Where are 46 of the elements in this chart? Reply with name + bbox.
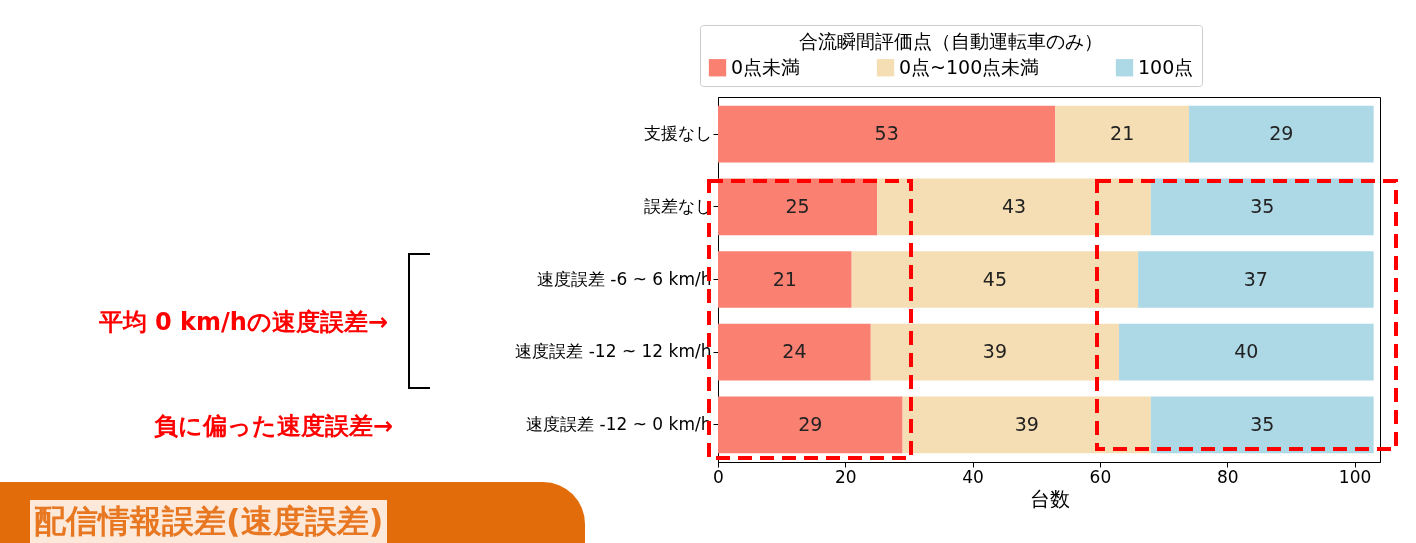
data-label: 29 [798, 412, 823, 435]
text: 配信情報誤差(速度誤差) [30, 500, 388, 543]
x-tick-label: 40 [962, 466, 984, 487]
legend-title: 合流瞬間評価点（自動運転車のみ） [799, 30, 1103, 52]
x-tick-label: 20 [834, 466, 857, 487]
legend-label: 0点未満 [731, 55, 801, 78]
data-label: 21 [772, 267, 797, 290]
bar [851, 251, 1139, 308]
data-label: 35 [1250, 194, 1275, 217]
bar [718, 105, 1056, 163]
bar [718, 178, 878, 236]
bar [718, 251, 852, 308]
x-tick-label: 0 [713, 466, 724, 487]
x-tick-label: 100 [1338, 466, 1372, 487]
bar [1138, 251, 1374, 308]
data-label: 39 [1014, 412, 1039, 435]
y-tick-label: 速度誤差 -12 ~ 12 km/h [515, 341, 712, 362]
bar [1119, 323, 1374, 381]
data-label: 40 [1234, 340, 1259, 363]
y-tick-label: 支援なし [643, 123, 712, 144]
data-label: 35 [1250, 412, 1275, 435]
data-label: 24 [782, 340, 807, 363]
data-label: 21 [1110, 122, 1135, 145]
text: 平均 0 km/hの速度誤差→ [98, 307, 388, 338]
bar [870, 323, 1120, 381]
data-label: 25 [785, 194, 810, 217]
data-label: 29 [1269, 122, 1294, 145]
bar [718, 396, 903, 454]
x-tick-label: 80 [1216, 466, 1239, 487]
bar [877, 178, 1151, 236]
x-tick-label: 60 [1089, 466, 1112, 487]
bar [1189, 105, 1374, 163]
data-label: 53 [874, 122, 899, 145]
bar [1150, 396, 1374, 454]
legend-label: 100点 [1138, 55, 1194, 78]
data-label: 45 [982, 267, 1007, 290]
data-label: 37 [1243, 267, 1268, 290]
legend-label: 0点~100点未満 [899, 55, 1040, 78]
text: 負に偏った速度誤差→ [153, 411, 393, 442]
bar [902, 396, 1151, 454]
bar [718, 323, 871, 381]
data-label: 43 [1001, 194, 1027, 217]
bar [1150, 178, 1374, 236]
bar [1055, 105, 1190, 163]
x-axis-title: 台数 [1029, 486, 1070, 511]
data-label: 39 [982, 340, 1007, 363]
